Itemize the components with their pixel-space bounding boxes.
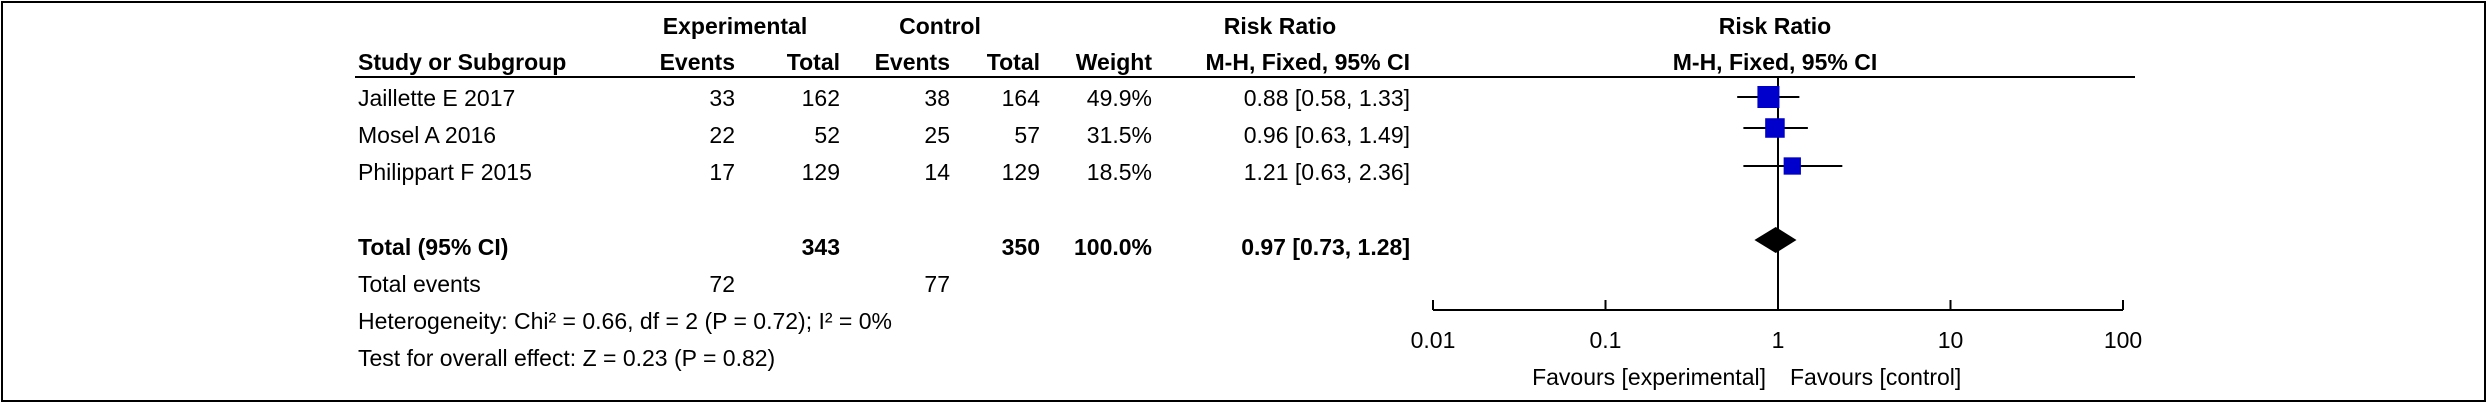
total-label: Total (95% CI) [358, 234, 509, 260]
ctl-events: 38 [924, 85, 950, 111]
exp-events: 17 [709, 159, 735, 185]
study-point-marker [1757, 86, 1780, 108]
study-name: Mosel A 2016 [358, 122, 497, 148]
ctl-total-column-header: Total [986, 49, 1040, 75]
weight: 31.5% [1086, 122, 1152, 148]
total-ctl-total: 350 [1001, 234, 1040, 260]
risk-ratio-ci: 1.21 [0.63, 2.36] [1243, 159, 1410, 185]
risk-ratio-header: Risk Ratio [1223, 13, 1337, 39]
ctl-events: 25 [924, 122, 950, 148]
plot-title: Risk Ratio [1718, 13, 1832, 39]
study-point-marker [1765, 118, 1785, 138]
ctl-events: 14 [924, 159, 950, 185]
weight-column-header: Weight [1075, 49, 1152, 75]
ctl-total: 164 [1001, 85, 1040, 111]
experimental-group-header: Experimental [662, 13, 808, 39]
exp-total: 129 [801, 159, 840, 185]
pooled-estimate-diamond [1754, 227, 1797, 253]
ctl-events-column-header: Events [874, 49, 950, 75]
favours-control-label: Favours [control] [1790, 364, 1961, 390]
study-point-marker [1783, 157, 1801, 175]
ctl-total: 129 [1001, 159, 1040, 185]
exp-events: 22 [709, 122, 735, 148]
heterogeneity-text: Heterogeneity: Chi² = 0.66, df = 2 (P = … [358, 308, 892, 334]
exp-total: 162 [801, 85, 840, 111]
total-weight: 100.0% [1073, 234, 1152, 260]
exp-events-column-header: Events [659, 49, 735, 75]
header-rule [355, 76, 2135, 78]
risk-ratio-ci: 0.96 [0.63, 1.49] [1243, 122, 1410, 148]
ctl-total: 57 [1014, 122, 1040, 148]
total-events-exp: 72 [709, 271, 735, 297]
x-tick-label: 1 [1772, 327, 1785, 353]
total-exp-total: 343 [801, 234, 840, 260]
exp-events: 33 [709, 85, 735, 111]
study-name: Philippart F 2015 [358, 159, 532, 185]
exp-total-column-header: Total [786, 49, 840, 75]
exp-total: 52 [814, 122, 840, 148]
weight: 18.5% [1086, 159, 1152, 185]
x-tick-label: 0.1 [1590, 327, 1622, 353]
study-name: Jaillette E 2017 [358, 85, 516, 111]
x-tick-label: 100 [2104, 327, 2142, 353]
weight: 49.9% [1086, 85, 1152, 111]
x-tick-label: 0.01 [1411, 327, 1456, 353]
total-risk-ratio-ci: 0.97 [0.73, 1.28] [1241, 234, 1410, 260]
method-column-header: M-H, Fixed, 95% CI [1205, 49, 1410, 75]
total-events-label: Total events [358, 271, 481, 297]
study-column-header: Study or Subgroup [358, 49, 567, 75]
control-group-header: Control [899, 13, 981, 39]
overall-effect-text: Test for overall effect: Z = 0.23 (P = 0… [358, 345, 776, 371]
x-tick-label: 10 [1938, 327, 1964, 353]
total-events-ctl: 77 [924, 271, 950, 297]
favours-experimental-label: Favours [experimental] [1532, 364, 1766, 390]
plot-method-header: M-H, Fixed, 95% CI [1672, 49, 1878, 75]
risk-ratio-ci: 0.88 [0.58, 1.33] [1243, 85, 1410, 111]
